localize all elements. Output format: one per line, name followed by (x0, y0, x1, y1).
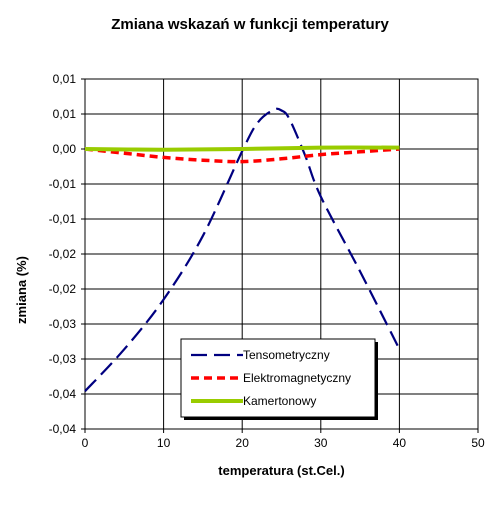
y-tick-label: -0,02 (49, 247, 77, 261)
y-tick-label: -0,01 (49, 177, 77, 191)
y-tick-label: -0,02 (49, 282, 77, 296)
y-tick-label: 0,00 (53, 142, 77, 156)
x-axis-label: temperatura (st.Cel.) (218, 463, 345, 478)
legend-label-1: Elektromagnetyczny (243, 371, 351, 385)
series-lines (84, 107, 401, 392)
series-line-0 (84, 107, 401, 392)
series-line-2 (84, 145, 400, 152)
legend: Tensometryczny Elektromagnetyczny Kamerton… (180, 338, 378, 420)
chart-title: Zmiana wskazań w funkcji temperatury (111, 16, 389, 33)
y-tick-label: -0,01 (49, 212, 77, 226)
legend-label-0: Tensometryczny (243, 348, 330, 362)
y-tick-label: -0,04 (49, 422, 77, 436)
y-tick-label: -0,04 (49, 387, 77, 401)
legend-label-2: Kamertonowy (243, 394, 316, 408)
y-tick-label: -0,03 (49, 352, 77, 366)
x-tick-label: 40 (393, 436, 407, 450)
y-tick-label: -0,03 (49, 317, 77, 331)
y-tick-label: 0,01 (53, 72, 77, 86)
x-tick-label: 0 (82, 436, 89, 450)
x-tick-label: 30 (314, 436, 328, 450)
x-tick-label: 20 (236, 436, 250, 450)
series-line-1 (84, 147, 400, 164)
y-tick-label: 0,01 (53, 107, 77, 121)
legend-box (180, 338, 376, 418)
axis-ticks: 0 10 20 30 40 50 0,01 0,01 0,00 -0,01 -0,01 -0,02 -0… (49, 72, 485, 450)
x-tick-label: 50 (471, 436, 485, 450)
x-tick-label: 10 (157, 436, 171, 450)
